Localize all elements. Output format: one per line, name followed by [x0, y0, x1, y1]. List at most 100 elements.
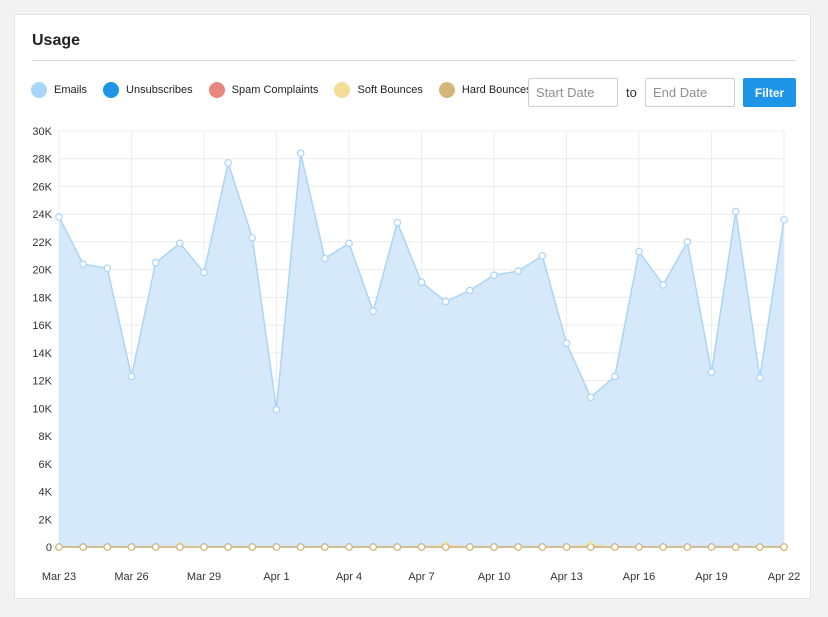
- data-point-emails: [103, 264, 112, 273]
- data-point-hard-bounces: [731, 543, 740, 551]
- data-point-emails: [200, 268, 208, 277]
- x-tick-label: Apr 22: [768, 571, 800, 583]
- start-date-input[interactable]: [528, 78, 618, 107]
- legend-item-spam-complaints[interactable]: Spam Complaints: [208, 82, 319, 98]
- legend-label: Unsubscribes: [126, 84, 193, 96]
- legend-dot-icon: [103, 82, 120, 98]
- data-point-hard-bounces: [55, 543, 63, 551]
- y-tick-label: 14K: [32, 348, 52, 360]
- data-point-emails: [224, 159, 232, 167]
- data-point-emails: [417, 278, 426, 286]
- data-point-hard-bounces: [296, 543, 305, 551]
- data-point-emails: [659, 281, 667, 289]
- data-point-emails: [369, 307, 377, 316]
- legend-label: Emails: [54, 84, 88, 96]
- data-point-hard-bounces: [321, 543, 329, 551]
- data-point-hard-bounces: [490, 543, 498, 551]
- data-point-hard-bounces: [393, 543, 402, 551]
- data-point-emails: [248, 233, 257, 242]
- x-tick-label: Apr 7: [408, 571, 434, 583]
- data-point-emails: [272, 405, 281, 414]
- data-point-emails: [635, 247, 643, 256]
- data-point-emails: [490, 271, 498, 280]
- data-point-emails: [756, 374, 764, 382]
- legend-dot-icon: [208, 82, 225, 98]
- data-point-hard-bounces: [538, 543, 547, 551]
- legend-dot-icon: [31, 82, 47, 98]
- x-tick-label: Mar 29: [187, 571, 221, 583]
- x-tick-label: Mar 26: [114, 571, 148, 583]
- legend-item-emails[interactable]: Emails: [31, 82, 87, 98]
- y-tick-label: 10K: [32, 403, 52, 415]
- data-point-hard-bounces: [707, 543, 716, 551]
- data-point-emails: [296, 149, 305, 157]
- legend-item-hard-bounces[interactable]: Hard Bounces: [438, 82, 532, 98]
- legend-item-soft-bounces[interactable]: Soft Bounces: [334, 82, 423, 98]
- data-point-emails: [466, 286, 474, 295]
- y-tick-label: 28K: [32, 154, 52, 166]
- data-point-hard-bounces: [611, 543, 619, 551]
- data-point-hard-bounces: [417, 543, 426, 551]
- data-point-emails: [176, 239, 184, 248]
- data-point-emails: [441, 297, 450, 306]
- usage-chart: 0 2K 4K 6K 8K 10K 12K 14K 16K 18K 20K 22K 24K 26K 28K 3…: [32, 126, 800, 583]
- data-point-hard-bounces: [635, 543, 643, 551]
- data-point-emails: [683, 238, 692, 246]
- data-point-hard-bounces: [151, 543, 160, 551]
- y-tick-label: 30K: [32, 126, 52, 138]
- legend-dot-icon: [438, 82, 455, 98]
- y-tick-label: 22K: [32, 237, 52, 249]
- data-point-emails: [514, 267, 522, 275]
- y-tick-label: 2K: [39, 514, 53, 526]
- y-tick-label: 6K: [39, 459, 53, 471]
- data-point-hard-bounces: [756, 543, 764, 551]
- x-tick-label: Apr 19: [695, 571, 727, 583]
- to-label: to: [626, 85, 637, 100]
- data-point-emails: [321, 254, 329, 263]
- x-tick-label: Apr 10: [478, 571, 510, 583]
- data-point-hard-bounces: [683, 543, 692, 551]
- filter-button[interactable]: Filter: [743, 78, 796, 107]
- title-divider: [32, 60, 796, 61]
- data-point-hard-bounces: [466, 543, 474, 551]
- y-tick-label: 20K: [32, 265, 52, 277]
- x-tick-label: Apr 13: [550, 571, 582, 583]
- y-tick-label: 12K: [32, 376, 52, 388]
- legend-label: Soft Bounces: [357, 84, 423, 96]
- data-point-emails: [731, 207, 740, 216]
- data-point-emails: [780, 215, 788, 224]
- data-point-emails: [345, 239, 353, 248]
- series-area-emails: [59, 153, 784, 548]
- end-date-input[interactable]: [645, 78, 735, 107]
- y-tick-label: 8K: [39, 431, 53, 443]
- card-title: Usage: [32, 32, 81, 49]
- data-point-emails: [127, 372, 136, 381]
- y-tick-label: 0: [46, 542, 52, 554]
- y-tick-label: 4K: [39, 487, 53, 499]
- data-point-hard-bounces: [127, 543, 136, 551]
- data-point-hard-bounces: [514, 543, 522, 551]
- legend-item-unsubscribes[interactable]: Unsubscribes: [103, 82, 193, 98]
- x-tick-label: Mar 23: [42, 571, 76, 583]
- y-tick-label: 24K: [32, 209, 52, 221]
- data-point-emails: [55, 213, 63, 221]
- x-tick-label: Apr 4: [336, 571, 362, 583]
- y-tick-label: 16K: [32, 320, 52, 332]
- data-point-hard-bounces: [345, 543, 353, 551]
- data-point-emails: [79, 260, 87, 268]
- data-point-hard-bounces: [369, 543, 377, 551]
- x-tick-label: Apr 1: [263, 571, 289, 583]
- y-tick-label: 18K: [32, 292, 52, 304]
- data-point-hard-bounces: [103, 543, 112, 551]
- legend-label: Spam Complaints: [231, 84, 319, 96]
- data-point-emails: [707, 368, 716, 377]
- data-point-hard-bounces: [79, 543, 87, 551]
- legend-label: Hard Bounces: [461, 84, 532, 96]
- usage-card: Usage Emails Unsubscribes Spam Complaint…: [14, 14, 811, 599]
- data-point-emails: [611, 372, 619, 381]
- data-point-emails: [538, 252, 547, 260]
- data-point-hard-bounces: [586, 543, 595, 551]
- data-point-hard-bounces: [659, 543, 667, 551]
- data-point-emails: [586, 393, 595, 402]
- data-point-hard-bounces: [176, 543, 184, 551]
